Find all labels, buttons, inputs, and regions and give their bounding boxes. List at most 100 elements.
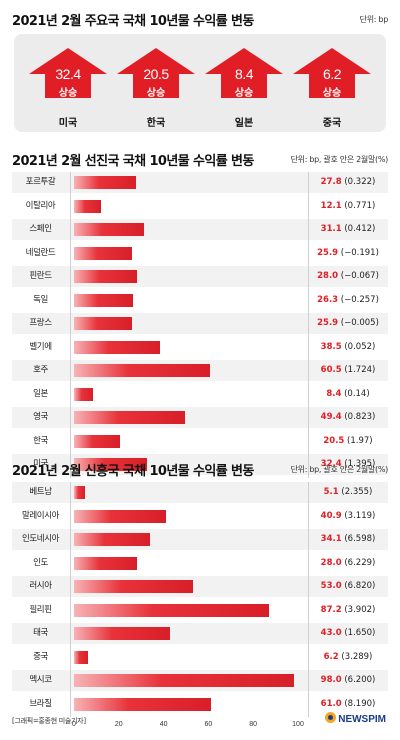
bar-mark [74, 176, 137, 189]
value-label: 20.5 (1.97) [308, 431, 388, 452]
section1-unit: 단위: bp [359, 15, 389, 24]
value-number: 31.1 [320, 224, 342, 234]
value-label: 34.1 (6.598) [308, 529, 388, 550]
bar-row: 중국 6.2 (3.289) [12, 647, 388, 668]
value-label: 28.0 (−0.067) [308, 266, 388, 287]
value-number: 6.2 [323, 651, 339, 662]
section1-title: 2021년 2월 주요국 국채 10년물 수익률 변동 [12, 14, 254, 29]
category-label: 프랑스 [29, 318, 52, 328]
end-of-month-yield: (−0.257) [338, 294, 379, 305]
bar-row: 일본 8.4 (0.14) [12, 384, 388, 405]
arrow-country: 미국 [58, 118, 78, 129]
value-label: 28.0 (6.229) [308, 553, 388, 574]
end-of-month-yield: (6.820) [341, 581, 376, 591]
bar-mark [74, 199, 102, 213]
value-number: 32.4 [320, 459, 342, 469]
value-label: 6.2 (3.289) [308, 647, 388, 668]
bar-row: 말레이시아 40.9 (3.119) [12, 506, 388, 527]
value-label: 98.0 (6.200) [308, 670, 388, 691]
logo-text: NEWSPIM [338, 714, 386, 725]
value-number: 5.1 [323, 487, 339, 497]
value-label: 12.1 (0.771) [308, 196, 388, 217]
bar-row: 핀란드 28.0 (−0.067) [12, 266, 388, 287]
bar-row: 포르투갈 27.8 (0.322) [12, 172, 388, 193]
value-label: 32.4 (1.395) [308, 454, 388, 475]
value-label: 25.9 (−0.005) [308, 313, 388, 334]
arrow-word: 상승 [234, 88, 254, 99]
category-label: 이탈리아 [25, 200, 56, 211]
category-label: 베트남 [29, 487, 52, 497]
bar-mark [74, 387, 93, 401]
logo-icon [325, 712, 337, 723]
arrow-value: 32.4 [55, 66, 81, 82]
bar-row: 프랑스 25.9 (−0.005) [12, 313, 388, 334]
end-of-month-yield: (0.412) [341, 224, 376, 234]
value-number: 12.1 [320, 200, 342, 211]
bar-row: 벨기에 38.5 (0.052) [12, 337, 388, 358]
value-number: 27.8 [320, 177, 342, 187]
bar-mark [74, 650, 88, 664]
x-tick-label: 60 [204, 721, 213, 728]
bar-row: 이탈리아 12.1 (0.771) [12, 196, 388, 217]
bar-mark [74, 223, 144, 236]
arrow-item-kr: 20.5 상승 한국 [117, 48, 195, 129]
category-label: 말레이시아 [21, 510, 60, 521]
arrow-word: 상승 [322, 88, 342, 99]
value-label: 60.5 (1.724) [308, 360, 388, 381]
end-of-month-yield: (2.355) [338, 487, 373, 497]
arrow-item-us: 32.4 상승 미국 [29, 48, 107, 129]
bar-mark [74, 293, 133, 307]
section2-unit: 단위: bp, 괄호 안은 2월말(%) [290, 155, 389, 164]
bar-row: 태국 43.0 (1.650) [12, 623, 388, 644]
arrow-value: 8.4 [235, 66, 253, 82]
value-label: 5.1 (2.355) [308, 482, 388, 503]
category-label: 일본 [33, 388, 48, 399]
bar-mark [74, 340, 161, 354]
category-label: 네덜란드 [25, 247, 56, 258]
value-label: 25.9 (−0.191) [308, 243, 388, 264]
category-label: 독일 [33, 294, 48, 305]
end-of-month-yield: (8.190) [341, 698, 376, 709]
value-label: 27.8 (0.322) [308, 172, 388, 193]
arrow-country: 일본 [234, 118, 254, 129]
bar-row: 베트남 5.1 (2.355) [12, 482, 388, 503]
arrow-value: 20.5 [143, 66, 169, 82]
category-label: 태국 [33, 628, 48, 638]
value-number: 87.2 [320, 604, 342, 615]
bar-row: 네덜란드 25.9 (−0.191) [12, 243, 388, 264]
arrow-country: 한국 [146, 118, 166, 129]
value-number: 43.0 [320, 628, 342, 638]
end-of-month-yield: (1.97) [344, 435, 373, 446]
up-arrow-icon [205, 48, 283, 98]
value-label: 26.3 (−0.257) [308, 290, 388, 311]
end-of-month-yield: (0.052) [341, 341, 376, 352]
x-tick-label: 80 [249, 721, 258, 728]
value-label: 8.4 (0.14) [308, 384, 388, 405]
category-label: 핀란드 [29, 271, 52, 281]
category-label: 호주 [33, 365, 48, 375]
value-number: 40.9 [320, 510, 342, 521]
value-number: 25.9 [317, 318, 339, 328]
category-label: 필리핀 [29, 604, 52, 615]
arrow-country: 중국 [322, 118, 342, 129]
value-number: 8.4 [326, 388, 342, 399]
end-of-month-yield: (−0.067) [338, 271, 379, 281]
bar-mark [74, 270, 137, 283]
bar-mark [74, 458, 147, 471]
value-label: 40.9 (3.119) [308, 506, 388, 527]
section3-unit: 단위: bp, 괄호 안은 2월말(%) [290, 465, 389, 474]
category-label: 인도 [33, 557, 48, 568]
end-of-month-yield: (6.200) [341, 675, 376, 685]
category-label: 벨기에 [29, 341, 52, 352]
category-label: 러시아 [29, 581, 52, 591]
up-arrow-icon [293, 48, 371, 98]
end-of-month-yield: (6.229) [341, 557, 376, 568]
value-number: 61.0 [320, 698, 342, 709]
end-of-month-yield: (−0.191) [338, 247, 379, 258]
bar-mark [74, 509, 166, 523]
bar-mark [74, 580, 193, 593]
bar-mark [74, 246, 133, 260]
end-of-month-yield: (0.771) [341, 200, 376, 211]
value-number: 98.0 [320, 675, 342, 685]
bar-mark [74, 364, 210, 377]
